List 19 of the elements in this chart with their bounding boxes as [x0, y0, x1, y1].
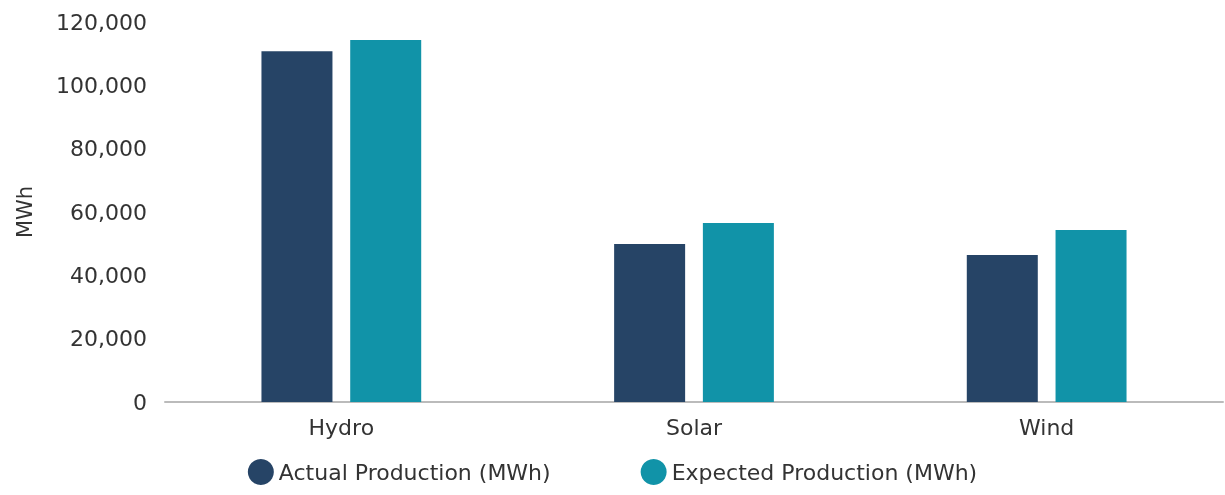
bar [1055, 230, 1127, 402]
legend-label: Expected Production (MWh) [671, 459, 978, 485]
y-tick-label: 20,000 [70, 326, 147, 352]
x-tick-label: Wind [1019, 414, 1075, 440]
legend-label: Actual Production (MWh) [278, 459, 551, 485]
y-tick-label: 120,000 [56, 9, 147, 35]
y-tick-label: 100,000 [56, 72, 147, 98]
y-tick-label: 40,000 [70, 262, 147, 288]
y-axis-title: MWh [12, 185, 37, 239]
bar [614, 243, 686, 402]
bar [350, 40, 422, 402]
bar [966, 255, 1038, 402]
y-tick-label: 60,000 [70, 199, 147, 225]
y-tick-label: 80,000 [70, 136, 147, 162]
y-tick-label: 0 [133, 389, 147, 415]
x-tick-label: Hydro [308, 414, 375, 440]
bar [261, 51, 333, 402]
x-tick-label: Solar [665, 414, 723, 440]
bar [702, 223, 774, 402]
